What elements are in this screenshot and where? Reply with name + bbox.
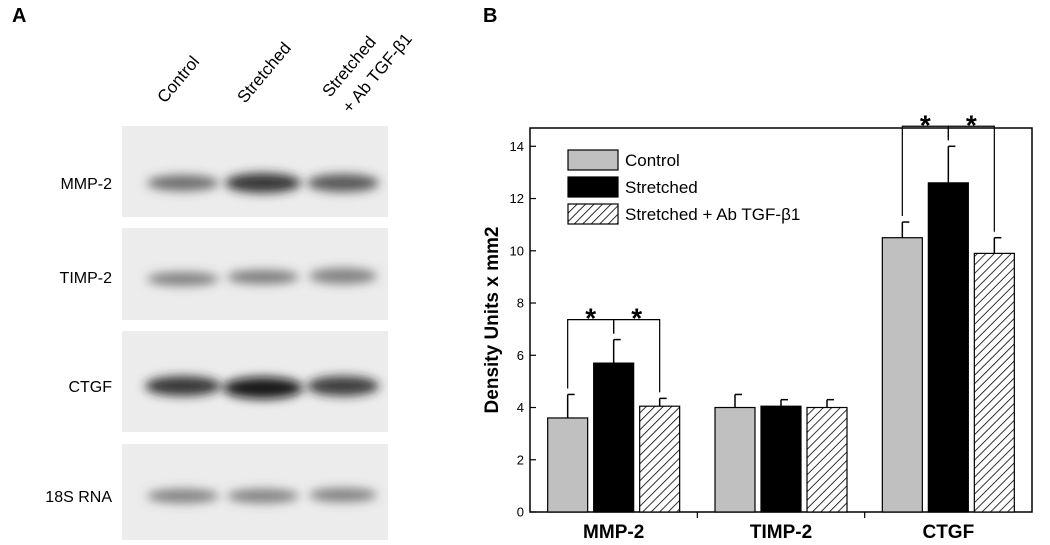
panel-label: A xyxy=(12,5,26,27)
significance-bracket xyxy=(947,125,995,232)
x-tick-label: MMP-2 xyxy=(583,522,644,543)
row-label: TIMP-2 xyxy=(60,270,113,287)
gel-bands xyxy=(145,173,379,503)
bar xyxy=(806,406,848,513)
bar xyxy=(973,252,1015,513)
y-tick-label: 8 xyxy=(517,296,524,311)
significance-bracket xyxy=(613,318,661,393)
legend-label: Control xyxy=(625,151,680,170)
y-tick-label: 4 xyxy=(517,400,524,415)
bar xyxy=(714,406,756,513)
significance-mark: * xyxy=(920,109,931,140)
lane-label: Stretched xyxy=(234,39,295,107)
bar xyxy=(760,405,802,513)
x-tick-label: TIMP-2 xyxy=(750,522,812,543)
legend-label: Stretched + Ab TGF-β1 xyxy=(625,205,800,224)
row-label: MMP-2 xyxy=(60,176,112,193)
x-tick-label: CTGF xyxy=(922,522,974,543)
bar xyxy=(881,237,923,513)
gel-panel xyxy=(122,126,388,540)
bar xyxy=(927,182,969,513)
y-tick-label: 14 xyxy=(510,139,524,154)
lane-label: Control xyxy=(154,52,204,106)
significance-mark: * xyxy=(585,303,596,334)
row-label: 18S RNA xyxy=(45,489,112,506)
panel-label: B xyxy=(483,5,497,27)
y-axis-label: Density Units x mm2 xyxy=(482,227,503,414)
bar xyxy=(639,405,681,513)
significance-mark: * xyxy=(966,109,977,140)
row-label: CTGF xyxy=(68,379,112,396)
bar xyxy=(547,417,589,513)
legend-swatch xyxy=(567,203,619,225)
legend-label: Stretched xyxy=(625,178,698,197)
legend-swatch xyxy=(567,176,619,198)
significance-mark: * xyxy=(631,303,642,334)
gel-strip xyxy=(122,126,388,217)
bar xyxy=(593,362,635,513)
y-tick-label: 0 xyxy=(517,505,524,520)
y-tick-label: 12 xyxy=(510,191,524,206)
y-tick-label: 6 xyxy=(517,348,524,363)
y-tick-label: 2 xyxy=(517,452,524,467)
y-tick-label: 10 xyxy=(510,243,524,258)
legend-swatch xyxy=(567,149,619,171)
